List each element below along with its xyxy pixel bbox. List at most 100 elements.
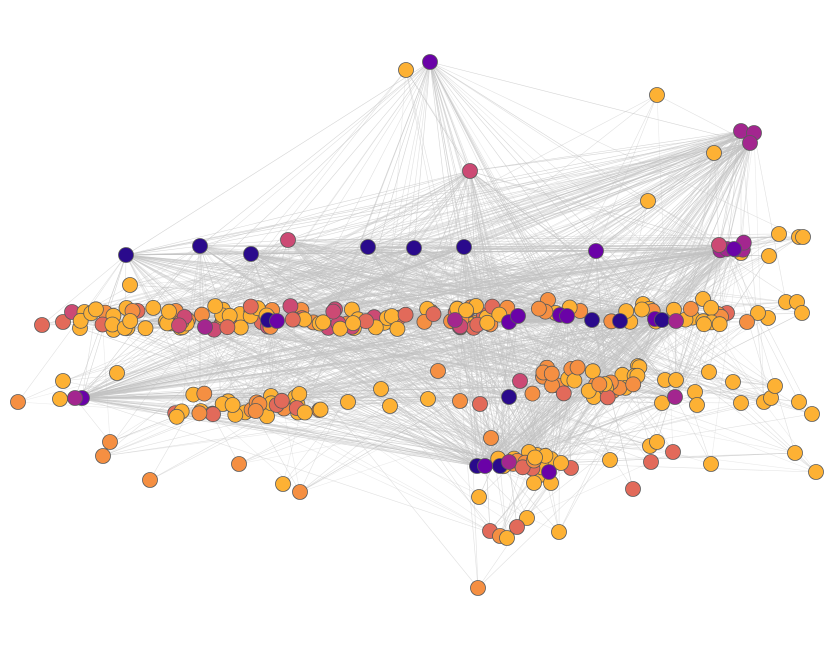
graph-edge [516, 250, 597, 462]
graph-node [527, 449, 543, 466]
graph-edge [125, 245, 201, 256]
graph-edge [351, 326, 510, 398]
graph-edge [497, 142, 751, 459]
graph-node [531, 300, 547, 317]
graph-node [519, 510, 535, 526]
graph-edge [267, 326, 521, 382]
graph-edge [175, 132, 755, 312]
graph-node [501, 454, 517, 470]
graph-edge [250, 130, 742, 255]
graph-node [224, 397, 241, 413]
graph-edge [287, 239, 553, 386]
graph-edge [656, 244, 720, 443]
graph-node [406, 240, 422, 256]
graph-edge [212, 142, 751, 415]
graph-edge [199, 239, 289, 247]
graph-edge [429, 61, 544, 377]
graph-edge [125, 254, 348, 324]
graph-edge [109, 320, 452, 443]
graph-node [569, 359, 586, 376]
graph-node [668, 313, 684, 329]
graph-edge [232, 328, 341, 406]
graph-edge [17, 254, 127, 403]
graph-edge [558, 314, 561, 533]
graph-edge [261, 142, 751, 323]
graph-edge [413, 247, 540, 309]
graph-node [687, 384, 703, 400]
graph-node [808, 464, 824, 480]
graph-node [703, 299, 719, 316]
graph-edge [405, 69, 568, 317]
graph-edge [74, 61, 431, 399]
graph-node [397, 306, 414, 323]
graph-edge [184, 132, 755, 318]
graph-edge [429, 61, 600, 385]
graph-node [292, 484, 308, 500]
graph-edge [199, 245, 523, 468]
graph-edge [17, 323, 320, 403]
graph-node [34, 317, 50, 333]
graph-node [171, 317, 187, 334]
graph-edge [255, 319, 663, 412]
graph-edge [555, 244, 720, 314]
graph-node [291, 386, 308, 402]
graph-edge [367, 61, 431, 248]
graph-node [447, 312, 463, 328]
graph-edge [125, 170, 471, 256]
graph-edge [319, 409, 817, 473]
graph-edge [81, 397, 177, 418]
graph-edge [129, 142, 751, 286]
graph-edge [351, 309, 501, 467]
graph-node [665, 444, 681, 460]
graph-edge [276, 170, 471, 406]
graph-edge [469, 130, 742, 172]
graph-edge [517, 249, 736, 317]
graph-node [345, 315, 362, 332]
graph-edge [718, 244, 800, 403]
graph-edge [413, 61, 431, 249]
graph-edge [250, 61, 431, 317]
graph-edge [199, 245, 515, 459]
graph-edge [463, 246, 540, 309]
graph-edge [212, 413, 486, 467]
graph-node [325, 303, 342, 320]
graph-node [275, 476, 291, 492]
graph-node [584, 363, 601, 380]
graph-edge [112, 324, 796, 454]
graph-edge [570, 142, 751, 469]
graph-edge [235, 170, 471, 416]
graph-edge [259, 403, 491, 532]
graph-edge [398, 317, 478, 467]
graph-node [551, 524, 567, 540]
graph-edge [508, 396, 611, 461]
graph-edge [661, 319, 712, 465]
graph-edge [386, 61, 431, 319]
graph-edge [367, 246, 535, 461]
graph-edge [753, 132, 787, 303]
graph-edge [463, 94, 658, 248]
graph-edge [499, 465, 560, 533]
graph-node [649, 87, 665, 103]
graph-edge [740, 142, 751, 254]
graph-edge [180, 327, 205, 394]
graph-node [67, 390, 83, 406]
graph-edge [299, 393, 508, 539]
graph-edge [227, 132, 755, 323]
graph-edge [534, 312, 759, 458]
graph-node [725, 374, 741, 390]
graph-edge [548, 249, 744, 473]
graph-node [196, 385, 213, 402]
graph-edge [283, 132, 755, 409]
graph-edge [298, 246, 465, 317]
graph-edge [250, 253, 564, 394]
graph-edge [244, 170, 471, 413]
graph-edge [250, 200, 649, 317]
graph-edge [476, 385, 559, 467]
graph-edge [538, 248, 735, 309]
graph-edge [167, 323, 658, 443]
graph-edge [429, 61, 751, 144]
graph-node [102, 434, 118, 450]
graph-node [52, 391, 68, 407]
graph-node [701, 364, 717, 380]
